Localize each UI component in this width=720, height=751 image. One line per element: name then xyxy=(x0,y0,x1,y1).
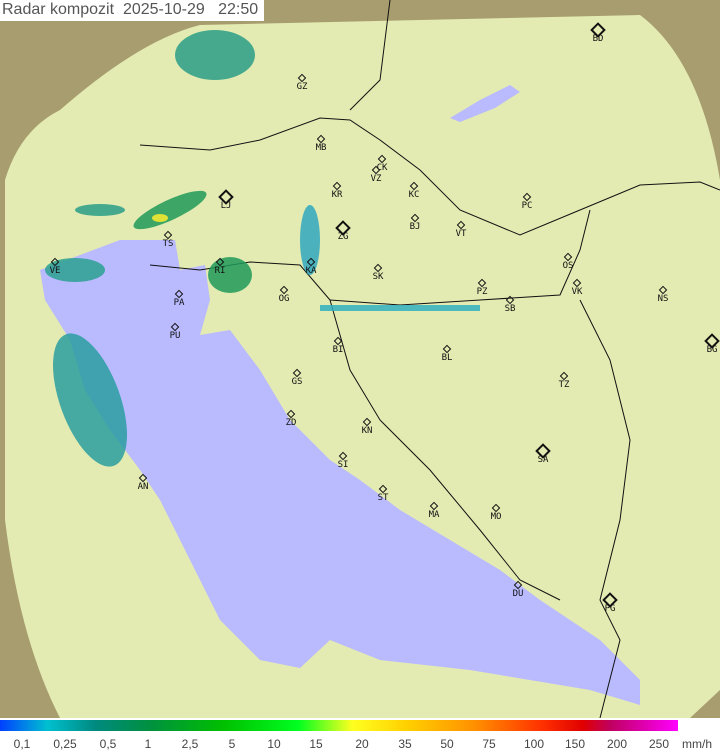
legend-tick: 0,5 xyxy=(99,737,117,751)
city-label-bj: BJ xyxy=(409,222,421,232)
legend-tick: 0,25 xyxy=(53,737,77,751)
legend-tick: 15 xyxy=(309,737,323,751)
legend-tick: 200 xyxy=(606,737,628,751)
legend-color-bar xyxy=(0,720,678,731)
city-label-si: SI xyxy=(337,460,349,470)
city-label-bi: BI xyxy=(332,345,344,355)
city-label-an: AN xyxy=(137,482,149,492)
city-label-ck: CK xyxy=(376,163,388,173)
lake-balaton xyxy=(450,85,520,122)
precipitation-echoes xyxy=(45,30,480,467)
precipitation-legend: 0,1 0,25 0,5 1 2,5 5 10 15 20 35 50 75 1… xyxy=(0,718,720,751)
adriatic-sea xyxy=(40,240,640,705)
legend-tick: 2,5 xyxy=(181,737,199,751)
city-label-bd: BD xyxy=(592,34,604,44)
city-label-st: ST xyxy=(377,493,389,503)
city-label-vk: VK xyxy=(571,287,583,297)
legend-tick: 20 xyxy=(355,737,369,751)
city-label-ri: RI xyxy=(214,266,226,276)
legend-tick: 35 xyxy=(398,737,412,751)
city-label-zd: ZD xyxy=(285,418,297,428)
city-label-vt: VT xyxy=(455,229,467,239)
city-label-kr: KR xyxy=(331,190,343,200)
city-label-mo: MO xyxy=(490,512,502,522)
city-label-gs: GS xyxy=(291,377,303,387)
legend-tick: 0,1 xyxy=(13,737,31,751)
city-label-ve: VE xyxy=(49,266,61,276)
city-label-mb: MB xyxy=(315,143,327,153)
radar-map xyxy=(0,0,720,718)
country-borders xyxy=(139,0,720,718)
city-label-sk: SK xyxy=(372,272,384,282)
legend-tick: 1 xyxy=(144,737,152,751)
city-label-bl: BL xyxy=(441,353,453,363)
city-label-vz: VZ xyxy=(370,174,382,184)
city-label-pz: PZ xyxy=(476,287,488,297)
city-label-kn: KN xyxy=(361,426,373,436)
city-label-sb: SB xyxy=(504,304,516,314)
city-label-os: OS xyxy=(562,261,574,271)
city-label-pa: PA xyxy=(173,298,185,308)
legend-tick: 150 xyxy=(564,737,586,751)
city-label-du: DU xyxy=(512,589,524,599)
city-label-gz: GZ xyxy=(296,82,308,92)
city-label-ns: NS xyxy=(657,294,669,304)
city-label-og: OG xyxy=(278,294,290,304)
legend-tick: 250 xyxy=(648,737,670,751)
city-label-bg: BG xyxy=(706,345,718,355)
city-label-zg: ZG xyxy=(337,232,349,242)
legend-tick: 5 xyxy=(228,737,236,751)
legend-tick: 50 xyxy=(440,737,454,751)
city-label-ma: MA xyxy=(428,510,440,520)
city-label-pu: PU xyxy=(169,331,181,341)
city-label-sa: SA xyxy=(537,455,549,465)
city-label-pc: PC xyxy=(521,201,533,211)
map-title: Radar kompozit 2025-10-29 22:50 xyxy=(0,0,265,21)
city-label-kc: KC xyxy=(408,190,420,200)
city-label-ts: TS xyxy=(162,239,174,249)
legend-tick: 100 xyxy=(523,737,545,751)
city-label-lj: LJ xyxy=(220,201,232,211)
city-label-tz: TZ xyxy=(558,380,570,390)
legend-tick: 75 xyxy=(482,737,496,751)
city-label-ka: KA xyxy=(305,266,317,276)
legend-unit: mm/h xyxy=(682,737,712,751)
city-label-pg: PG xyxy=(604,604,616,614)
legend-tick: 10 xyxy=(267,737,281,751)
